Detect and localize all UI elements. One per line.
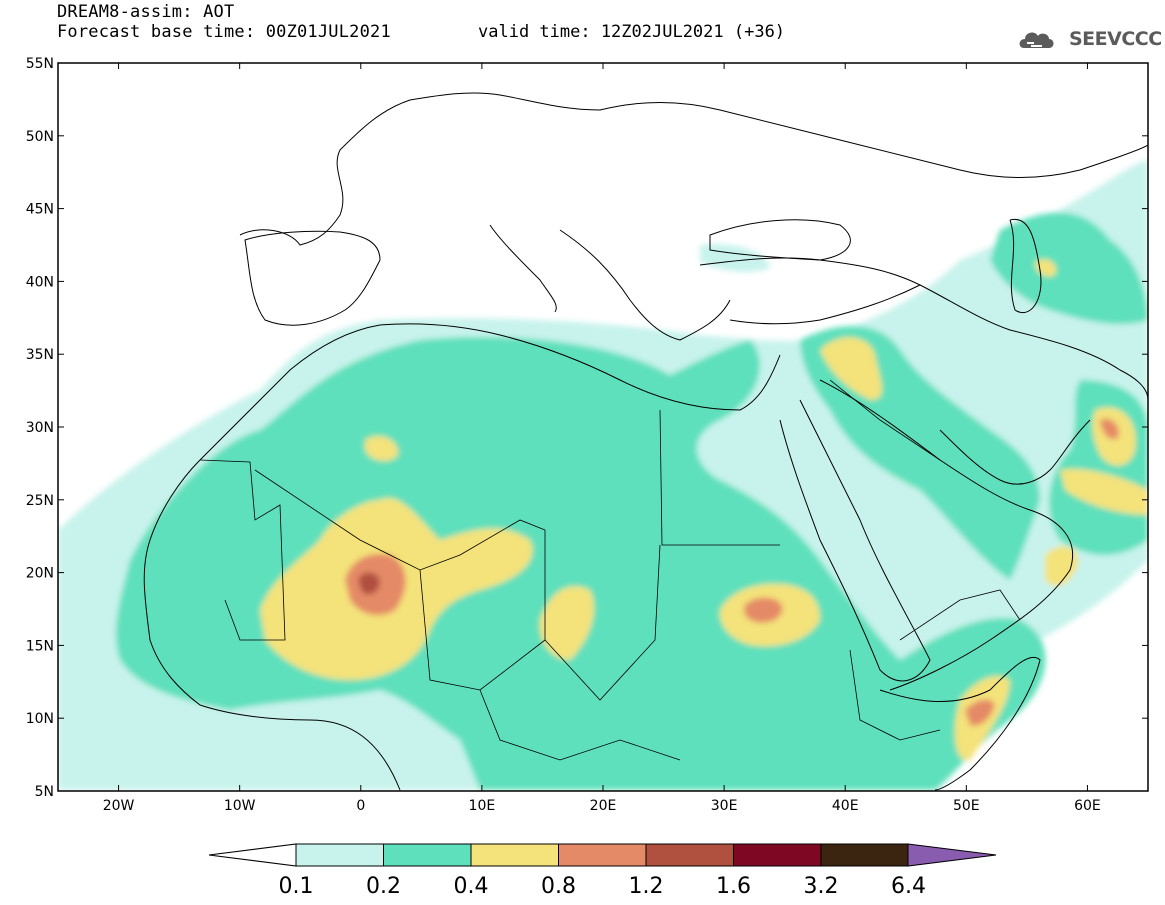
lat-tick-label: 50N [26,129,54,145]
lon-tick-label: 30E [711,798,738,814]
lon-tick-label: 10E [469,798,496,814]
arabia-outline [819,379,1074,691]
border-ethiopia [849,649,941,741]
colorbar-label: 1.2 [629,874,664,899]
iran-outline [919,284,1148,401]
lon-tick-label: 20W [103,798,135,814]
colorbar-swatch [295,843,384,867]
colorbar-swatch [645,843,734,867]
coastlines [143,92,1148,791]
colorbar-swatch [558,843,647,867]
lat-tick-label: 40N [26,274,54,290]
colorbar-low-arrow [208,843,297,867]
lon-tick-label: 50E [953,798,980,814]
aot-level-0.4 [1045,546,1079,586]
lon-tick-label: 0 [356,798,365,814]
country-borders [199,379,1021,761]
aot-field [58,92,1148,791]
colorbar: 0.1 0.2 0.4 0.8 1.2 1.6 3.2 6.4 [208,843,997,899]
colorbar-label: 0.4 [454,874,489,899]
seevccc-logo [1019,32,1054,48]
colorbar-label: 0.1 [279,874,314,899]
north-africa-coast [199,323,781,461]
aot-level-0.8 [1100,418,1119,440]
lat-tick-label: 25N [26,493,54,509]
border-mauritania [199,459,286,641]
colorbar-label: 3.2 [804,874,839,899]
italy-outline [489,224,557,313]
lon-tick-label: 60E [1074,798,1101,814]
aot-level-0.8 [965,699,995,726]
border-saudi [829,379,941,461]
colorbar-swatch [470,843,559,867]
lat-tick-label: 35N [26,347,54,363]
colorbar-label: 6.4 [891,874,926,899]
border-yemen-oman [899,589,1021,641]
colorbar-swatch [733,843,822,867]
lon-tick-label: 40E [832,798,859,814]
lat-tick-label: 15N [26,638,54,654]
colorbar-label: 0.2 [366,874,401,899]
colorbar-label: 1.6 [716,874,751,899]
valid-time: valid time: 12Z02JUL2021 (+36) [478,22,786,42]
lon-tick-label: 20E [590,798,617,814]
aot-level-0.4 [365,435,399,462]
aot-level-1.2 [358,572,380,595]
lat-tick-label: 55N [26,56,54,72]
logo-text: SEEVCCC [1069,28,1162,50]
border-libya-egypt [659,409,780,546]
lat-tick-label: 10N [26,711,54,727]
lat-tick-label: 20N [26,566,54,582]
balkans-outline [559,229,731,341]
persian-gulf-outline [939,419,1091,485]
west-africa-coast [143,459,401,791]
aot-level-0.2 [990,212,1148,325]
colorbar-swatch [820,843,909,867]
europe-outline [239,92,1148,246]
red-sea-outline [779,399,931,682]
forecast-base-time: Forecast base time: 00Z01JUL2021 [57,22,391,42]
lat-tick-label: 5N [35,784,54,800]
longitude-axis: 20W 10W 0 10E 20E 30E 40E 50E 60E [103,63,1101,814]
colorbar-label: 0.8 [541,874,576,899]
colorbar-swatch [383,843,472,867]
aot-level-0.4 [539,586,594,660]
latitude-axis: 55N 50N 45N 40N 35N 30N 25N 20N 15N 10N 5N [26,56,1148,800]
lat-tick-label: 45N [26,202,54,218]
colorbar-high-arrow [907,843,997,867]
lon-tick-label: 10W [224,798,256,814]
aot-level-0.4 [820,337,882,400]
border-mali-algeria [254,469,546,571]
horn-of-africa-outline [879,656,1041,791]
border-niger [419,569,546,691]
border-chad-sudan [544,530,661,701]
border-central-africa [479,689,681,761]
iberia-outline [244,230,381,326]
aot-level-0.4 [1060,469,1148,515]
black-sea-outline [709,219,851,261]
caspian-outline [1009,218,1042,313]
aot-level-0.8 [743,597,783,623]
lat-tick-label: 30N [26,420,54,436]
map-title: DREAM8-assim: AOT [57,2,235,22]
